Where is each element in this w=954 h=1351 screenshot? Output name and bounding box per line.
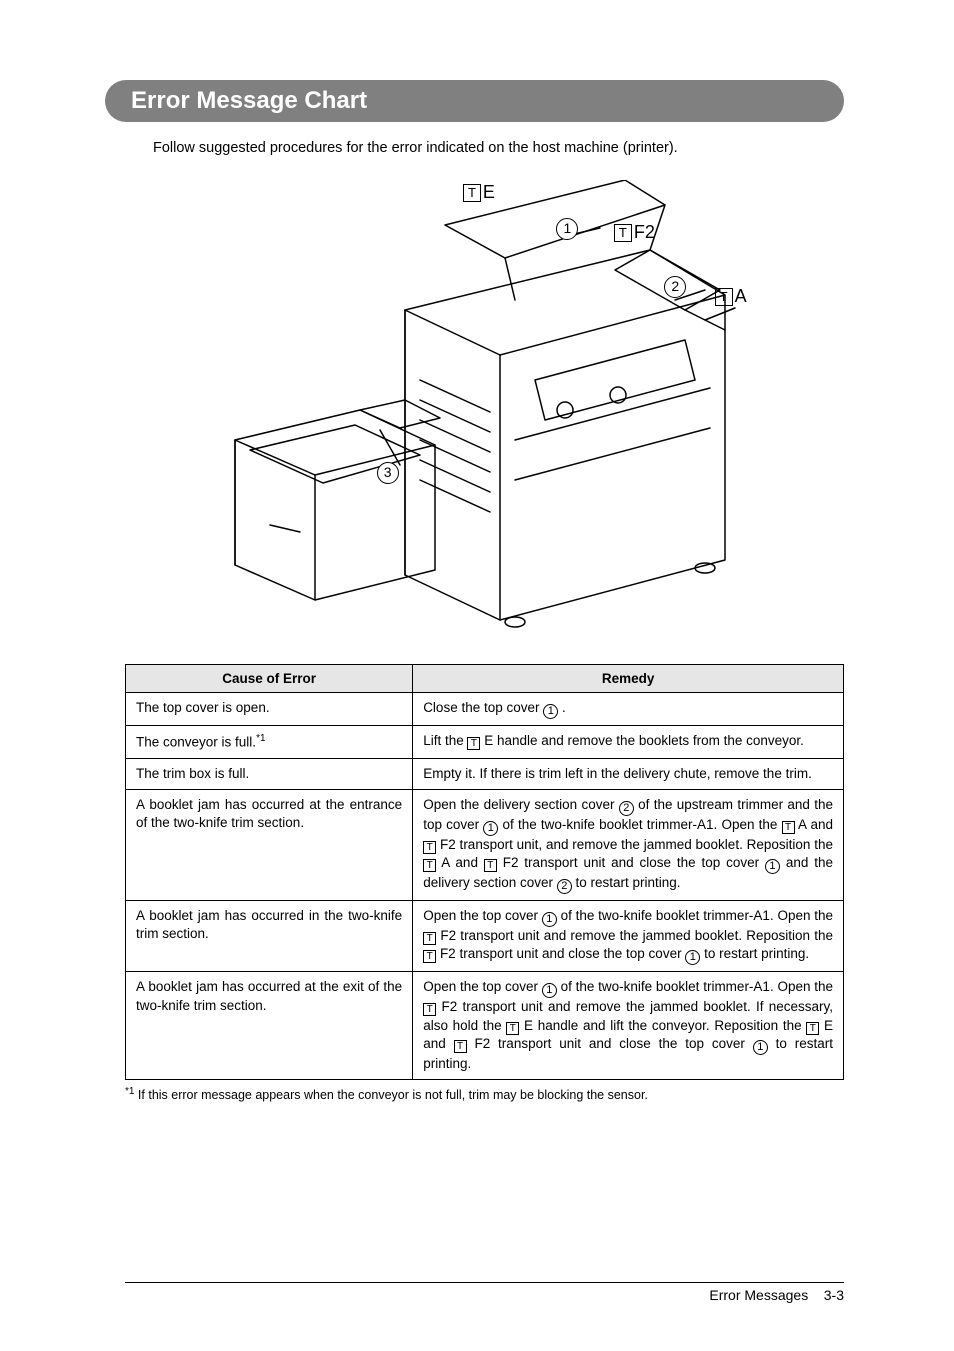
inline-circled-number: 1: [685, 950, 700, 965]
t-box-icon: T: [715, 288, 733, 306]
superscript: *1: [256, 733, 265, 744]
table-row: The trim box is full.Empty it. If there …: [126, 758, 844, 789]
intro-text: Follow suggested procedures for the erro…: [153, 140, 844, 156]
inline-circled-number: 1: [765, 859, 780, 874]
inline-t-box-icon: T: [423, 841, 436, 854]
inline-t-box-icon: T: [782, 821, 795, 834]
table-row: A booklet jam has occurred in the two-kn…: [126, 901, 844, 972]
inline-t-box-icon: T: [806, 1022, 819, 1035]
t-box-icon: T: [614, 224, 632, 242]
remedy-cell: Open the delivery section cover 2 of the…: [413, 789, 844, 900]
remedy-cell: Empty it. If there is trim left in the d…: [413, 758, 844, 789]
cause-cell: The conveyor is full.*1: [126, 726, 413, 759]
remedy-cell: Open the top cover 1 of the two-knife bo…: [413, 901, 844, 972]
remedy-cell: Lift the T E handle and remove the bookl…: [413, 726, 844, 759]
label-TF2-text: F2: [634, 222, 655, 243]
inline-t-box-icon: T: [423, 932, 436, 945]
table-header-row: Cause of Error Remedy: [126, 665, 844, 693]
inline-circled-number: 1: [542, 983, 557, 998]
cause-cell: The top cover is open.: [126, 693, 413, 726]
inline-t-box-icon: T: [423, 950, 436, 963]
callout-3: 3: [377, 462, 399, 484]
table-row: The conveyor is full.*1Lift the T E hand…: [126, 726, 844, 759]
footer-page: 3-3: [824, 1287, 844, 1303]
table-row: A booklet jam has occurred at the exit o…: [126, 972, 844, 1080]
t-box-icon: T: [463, 184, 481, 202]
inline-circled-number: 1: [543, 704, 558, 719]
inline-t-box-icon: T: [454, 1040, 467, 1053]
label-TA-text: A: [735, 286, 747, 307]
footnote: *1 If this error message appears when th…: [125, 1086, 844, 1102]
inline-t-box-icon: T: [484, 859, 497, 872]
inline-t-box-icon: T: [467, 737, 480, 750]
cause-cell: A booklet jam has occurred at the entran…: [126, 789, 413, 900]
table-row: The top cover is open.Close the top cove…: [126, 693, 844, 726]
cause-cell: A booklet jam has occurred in the two-kn…: [126, 901, 413, 972]
remedy-cell: Open the top cover 1 of the two-knife bo…: [413, 972, 844, 1080]
trimmer-svg: [205, 180, 765, 634]
footnote-text: If this error message appears when the c…: [134, 1088, 647, 1102]
inline-t-box-icon: T: [506, 1022, 519, 1035]
inline-t-box-icon: T: [423, 1003, 436, 1016]
header-remedy: Remedy: [413, 665, 844, 693]
label-TE-text: E: [483, 182, 495, 203]
label-TE: T E: [463, 182, 495, 203]
footer-section: Error Messages: [709, 1287, 808, 1303]
label-TA: T A: [715, 286, 747, 307]
header-cause: Cause of Error: [126, 665, 413, 693]
table-row: A booklet jam has occurred at the entran…: [126, 789, 844, 900]
inline-circled-number: 1: [753, 1040, 768, 1055]
trimmer-diagram: T E T F2 T A 1 2 3: [125, 180, 844, 634]
error-table: Cause of Error Remedy The top cover is o…: [125, 664, 844, 1080]
label-TF2: T F2: [614, 222, 655, 243]
inline-circled-number: 1: [483, 821, 498, 836]
inline-t-box-icon: T: [423, 859, 436, 872]
inline-circled-number: 2: [557, 879, 572, 894]
cause-cell: A booklet jam has occurred at the exit o…: [126, 972, 413, 1080]
section-title: Error Message Chart: [131, 80, 367, 122]
section-header: Error Message Chart: [125, 80, 844, 122]
inline-circled-number: 1: [542, 912, 557, 927]
cause-cell: The trim box is full.: [126, 758, 413, 789]
inline-circled-number: 2: [619, 801, 634, 816]
page-footer: Error Messages 3-3: [125, 1282, 844, 1303]
remedy-cell: Close the top cover 1 .: [413, 693, 844, 726]
